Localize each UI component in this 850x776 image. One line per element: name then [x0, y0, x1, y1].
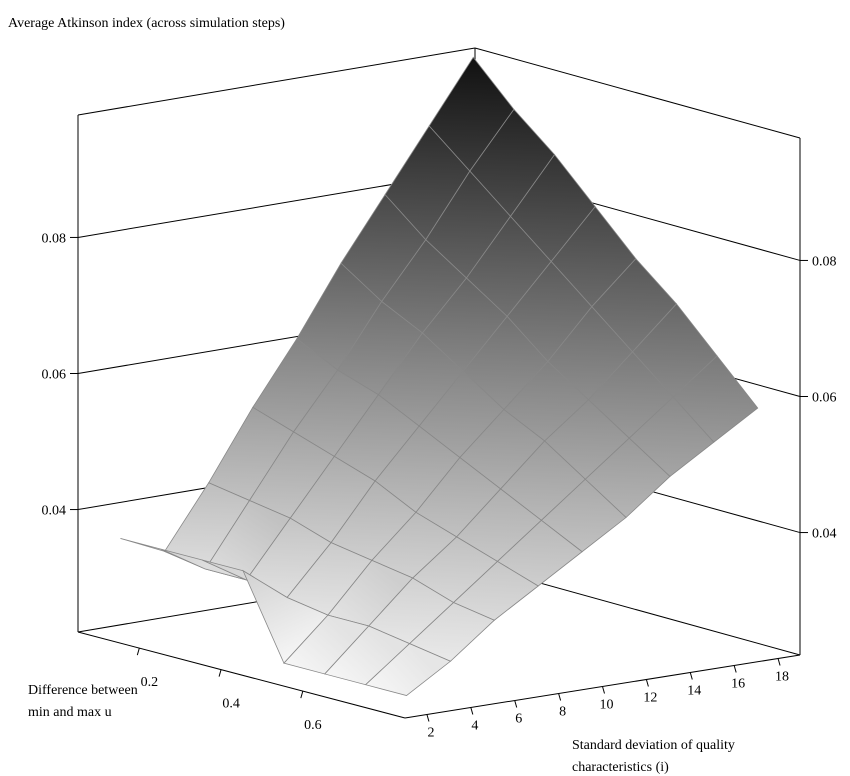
box-edge: [77, 631, 406, 719]
tick-mark: [514, 700, 518, 708]
tick-mark: [777, 658, 781, 666]
x-axis-label: characteristics (i): [572, 760, 669, 775]
x-tick-label: 16: [731, 677, 745, 692]
box-edge: [474, 47, 801, 139]
y-axis-label: min and max u: [28, 705, 112, 720]
z-tick-label: 0.08: [812, 254, 837, 269]
tick-mark: [689, 672, 693, 680]
x-tick-label: 12: [643, 691, 657, 706]
z-tick-label: 0.06: [812, 391, 837, 406]
z-tick-label: 0.08: [42, 231, 67, 246]
x-tick-label: 14: [687, 684, 701, 699]
y-axis-label: Difference between: [28, 683, 138, 698]
z-tick-label: 0.06: [42, 368, 67, 383]
surface-patch: [364, 643, 452, 696]
tick-mark: [470, 707, 474, 715]
tick-mark: [558, 693, 562, 701]
y-tick-label: 0.2: [141, 675, 159, 690]
tick-mark: [645, 679, 649, 687]
tick-mark: [426, 714, 430, 722]
x-tick-label: 18: [775, 670, 789, 685]
x-tick-label: 2: [427, 726, 434, 741]
box-edge: [77, 47, 476, 116]
z-tick-label: 0.04: [812, 527, 837, 542]
tick-mark: [602, 686, 605, 694]
x-tick-label: 4: [471, 719, 478, 734]
z-tick-label: 0.04: [42, 504, 67, 519]
y-tick-label: 0.6: [304, 718, 322, 733]
x-tick-label: 8: [559, 705, 566, 720]
tick-mark: [218, 669, 222, 677]
x-axis-label: Standard deviation of quality: [572, 738, 735, 753]
chart-title: Average Atkinson index (across simulatio…: [8, 16, 285, 31]
x-tick-label: 6: [515, 712, 522, 727]
x-tick-label: 10: [600, 698, 614, 713]
tick-mark: [300, 690, 304, 699]
tick-mark: [136, 647, 140, 656]
y-tick-label: 0.4: [222, 697, 240, 712]
tick-mark: [733, 665, 737, 673]
